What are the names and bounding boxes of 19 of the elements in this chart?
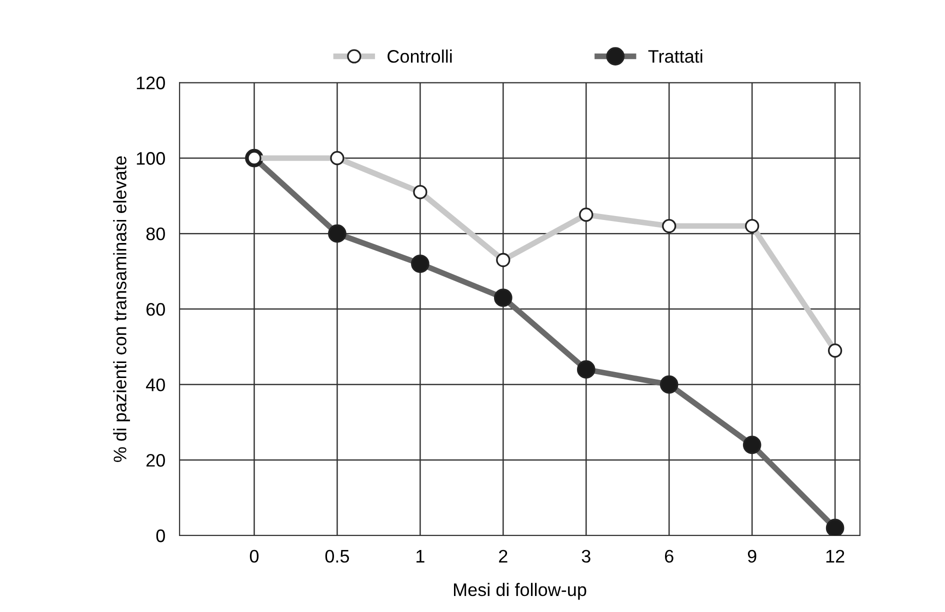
y-tick-label: 40: [146, 378, 165, 392]
y-tick-label: 120: [136, 76, 165, 90]
legend-label: Trattati: [648, 50, 702, 63]
x-tick-label: 9: [748, 550, 756, 563]
x-tick-label: 0: [250, 550, 259, 563]
x-tick-label: 12: [826, 550, 844, 562]
x-tick-label: 6: [665, 550, 674, 563]
legend-label: Controlli: [388, 50, 452, 63]
y-tick-label: 60: [146, 302, 165, 316]
x-tick-label: 1: [416, 550, 424, 562]
x-tick-label: 3: [582, 550, 590, 563]
y-tick-label: 100: [136, 152, 165, 165]
x-tick-label: 2: [499, 550, 508, 562]
y-tick-label: 20: [146, 454, 165, 467]
y-tick-label: 0: [156, 529, 165, 542]
x-tick-label: 0.5: [325, 550, 349, 563]
y-tick-label: 80: [146, 228, 165, 240]
x-axis-title: Mesi di follow-up: [454, 582, 586, 600]
y-axis-title: % di pazienti con transaminasi elevate: [113, 156, 130, 462]
